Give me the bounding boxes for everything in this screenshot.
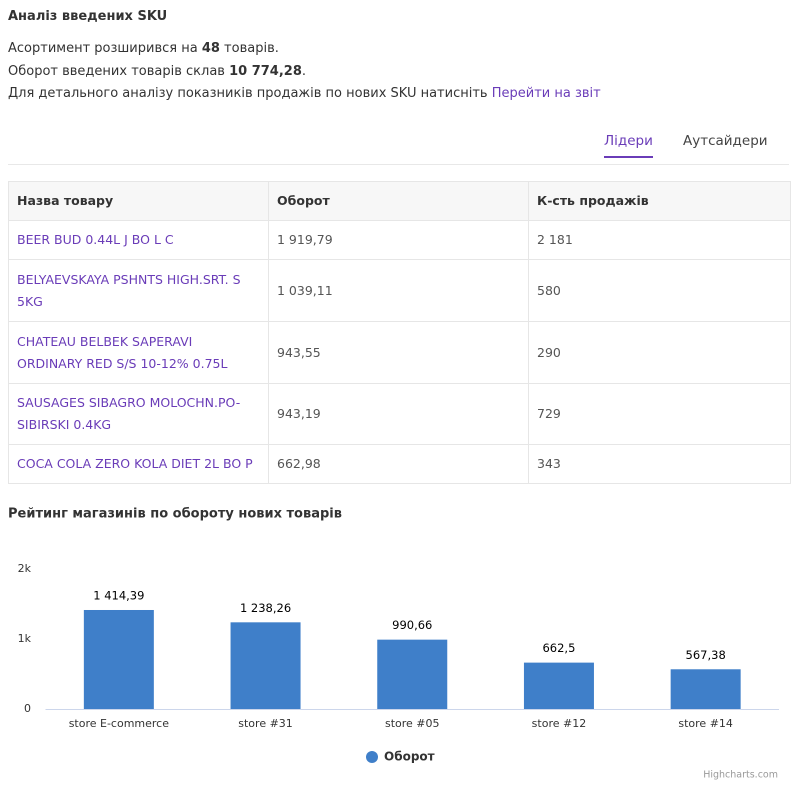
cell: 2 181 bbox=[528, 220, 791, 260]
y-tick-label: 0 bbox=[24, 702, 31, 715]
value-label: 1 238,26 bbox=[240, 601, 291, 615]
product-link[interactable]: BEER BUD 0.44L J BO L C bbox=[17, 232, 174, 247]
cell: 1 039,11 bbox=[268, 259, 529, 322]
cell: CHATEAU BELBEK SAPERAVI ORDINARY RED S/S… bbox=[8, 321, 269, 384]
product-link[interactable]: CHATEAU BELBEK SAPERAVI ORDINARY RED S/S… bbox=[17, 333, 228, 371]
cell: 729 bbox=[528, 383, 791, 445]
tab[interactable]: Лідери bbox=[604, 133, 653, 158]
chart: Рейтинг магазинів по обороту нових товар… bbox=[8, 507, 779, 781]
table-row: SAUSAGES SIBAGRO MOLOCHN.PO-SIBIRSKI 0.4… bbox=[8, 383, 791, 445]
x-tick-label: store #31 bbox=[238, 717, 293, 730]
cell: 943,55 bbox=[268, 321, 529, 384]
bar bbox=[83, 609, 154, 709]
bar bbox=[377, 639, 448, 709]
bar bbox=[670, 669, 741, 709]
value-label: 1 414,39 bbox=[93, 588, 144, 602]
x-tick-label: store E-commerce bbox=[69, 717, 170, 730]
report-link[interactable]: Перейти на звіт bbox=[491, 86, 601, 101]
value-label: 567,38 bbox=[686, 648, 726, 662]
value-label: 990,66 bbox=[392, 618, 432, 632]
cell: BELYAEVSKAYA PSHNTS HIGH.SRT. S 5KG bbox=[8, 259, 269, 322]
cell: 580 bbox=[528, 259, 791, 322]
summary-line: Для детального аналізу показників продаж… bbox=[8, 86, 601, 101]
column-header: К-сть продажів bbox=[528, 181, 791, 221]
text: . bbox=[301, 64, 307, 79]
table-row: BEER BUD 0.44L J BO L C 1 919,79 2 181 bbox=[8, 220, 791, 260]
legend-marker[interactable] bbox=[366, 751, 378, 763]
legend-label[interactable]: Оборот bbox=[384, 750, 435, 764]
summary-line: Асортимент розширився на 48 товарів. bbox=[8, 41, 279, 56]
credits[interactable]: Highcharts.com bbox=[703, 770, 778, 781]
x-tick-label: store #12 bbox=[532, 717, 587, 730]
x-tick-label: store #14 bbox=[678, 717, 733, 730]
product-link[interactable]: COCA COLA ZERO KOLA DIET 2L BO P bbox=[17, 456, 253, 471]
column-header: Оборот bbox=[268, 181, 529, 221]
bar bbox=[523, 662, 594, 709]
table-row: BELYAEVSKAYA PSHNTS HIGH.SRT. S 5KG 1 039… bbox=[8, 259, 791, 322]
tab[interactable]: Аутсайдери bbox=[683, 133, 768, 149]
column-header: Назва товару bbox=[8, 181, 269, 221]
product-link[interactable]: SAUSAGES SIBAGRO MOLOCHN.PO-SIBIRSKI 0.4… bbox=[17, 395, 241, 432]
value-label: 662,5 bbox=[542, 641, 575, 655]
header-row: Назва товару Оборот К-сть продажів bbox=[8, 181, 791, 221]
y-tick-label: 1k bbox=[18, 632, 32, 645]
text: Оборот введених товарів склав bbox=[8, 64, 225, 79]
cell: SAUSAGES SIBAGRO MOLOCHN.PO-SIBIRSKI 0.4… bbox=[8, 383, 269, 445]
summary-line: Оборот введених товарів склав 10 774,28. bbox=[8, 64, 306, 79]
x-tick-label: store #05 bbox=[385, 717, 440, 730]
cell: COCA COLA ZERO KOLA DIET 2L BO P bbox=[8, 444, 269, 484]
text: Асортимент розширився на bbox=[8, 41, 198, 56]
table: Назва товару Оборот К-сть продажів BEER BUD… bbox=[8, 181, 791, 484]
y-tick-label: 2k bbox=[18, 562, 32, 575]
divider bbox=[8, 164, 789, 165]
value: 10 774,28 bbox=[229, 64, 302, 79]
cell: 662,98 bbox=[268, 444, 529, 484]
cell: 290 bbox=[528, 321, 791, 384]
cell: 343 bbox=[528, 444, 791, 484]
cell: 1 919,79 bbox=[268, 220, 529, 260]
cell: 943,19 bbox=[268, 383, 529, 445]
text: Для детального аналізу показників продаж… bbox=[8, 86, 488, 101]
text: товарів. bbox=[224, 41, 279, 56]
table-row: CHATEAU BELBEK SAPERAVI ORDINARY RED S/S… bbox=[8, 321, 791, 384]
chart-title: Рейтинг магазинів по обороту нових товар… bbox=[8, 507, 342, 522]
cell: BEER BUD 0.44L J BO L C bbox=[8, 220, 269, 260]
page-title: Аналіз введених SKU bbox=[8, 9, 168, 24]
table-row: COCA COLA ZERO KOLA DIET 2L BO P 662,98 34… bbox=[8, 444, 791, 484]
value: 48 bbox=[201, 41, 220, 56]
bar bbox=[230, 622, 301, 709]
product-link[interactable]: BELYAEVSKAYA PSHNTS HIGH.SRT. S 5KG bbox=[17, 271, 241, 309]
